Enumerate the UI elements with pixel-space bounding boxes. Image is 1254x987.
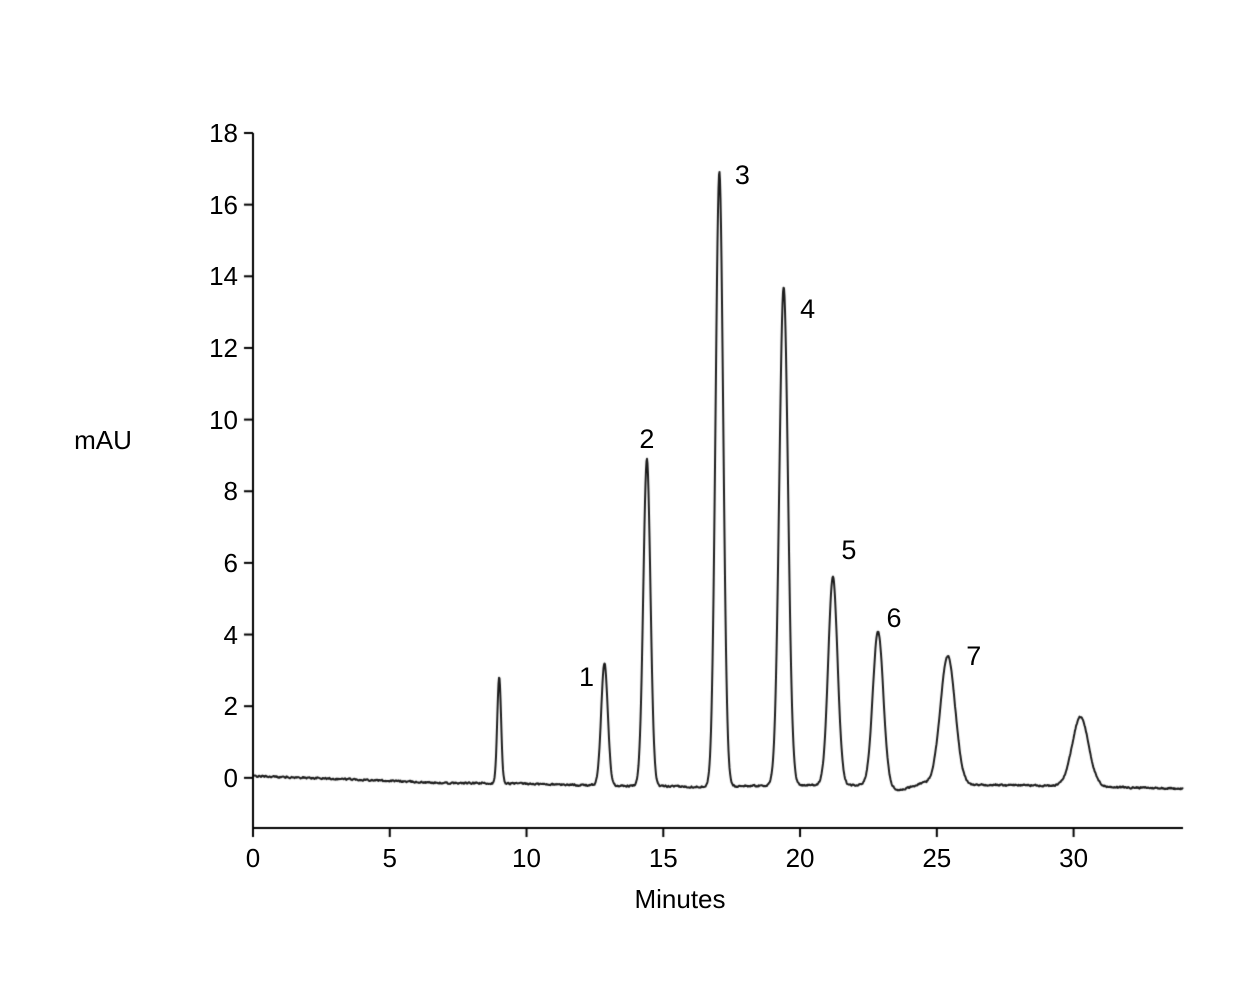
peak-label-2: 2 — [639, 424, 655, 454]
peak-label-6: 6 — [886, 602, 902, 633]
y-tick-label: 6 — [223, 547, 238, 578]
y-tick-label: 4 — [223, 619, 238, 650]
x-tick-label: 0 — [245, 843, 261, 873]
y-axis-title: mAU — [74, 425, 132, 455]
x-tick-label: 20 — [785, 843, 815, 873]
y-tick-label: 2 — [223, 691, 238, 722]
peak-label-1: 1 — [578, 662, 594, 693]
y-tick-label: 14 — [209, 261, 238, 292]
y-tick-label: 18 — [209, 118, 238, 148]
x-tick-label: 30 — [1059, 843, 1089, 873]
y-tick-label: 16 — [209, 189, 238, 220]
x-axis-title: Minutes — [634, 884, 726, 914]
peak-label-7: 7 — [966, 641, 982, 672]
y-tick-label: 10 — [209, 404, 238, 435]
y-tick-label: 0 — [223, 762, 238, 793]
peak-label-3: 3 — [734, 160, 750, 191]
x-tick-label: 15 — [648, 843, 678, 873]
x-tick-label: 5 — [382, 843, 397, 873]
x-tick-label: 25 — [922, 843, 952, 873]
peak-label-5: 5 — [841, 535, 857, 566]
y-tick-label: 8 — [223, 476, 238, 507]
x-tick-label: 10 — [512, 843, 541, 873]
y-tick-label: 12 — [209, 332, 238, 363]
peak-label-4: 4 — [800, 294, 816, 325]
